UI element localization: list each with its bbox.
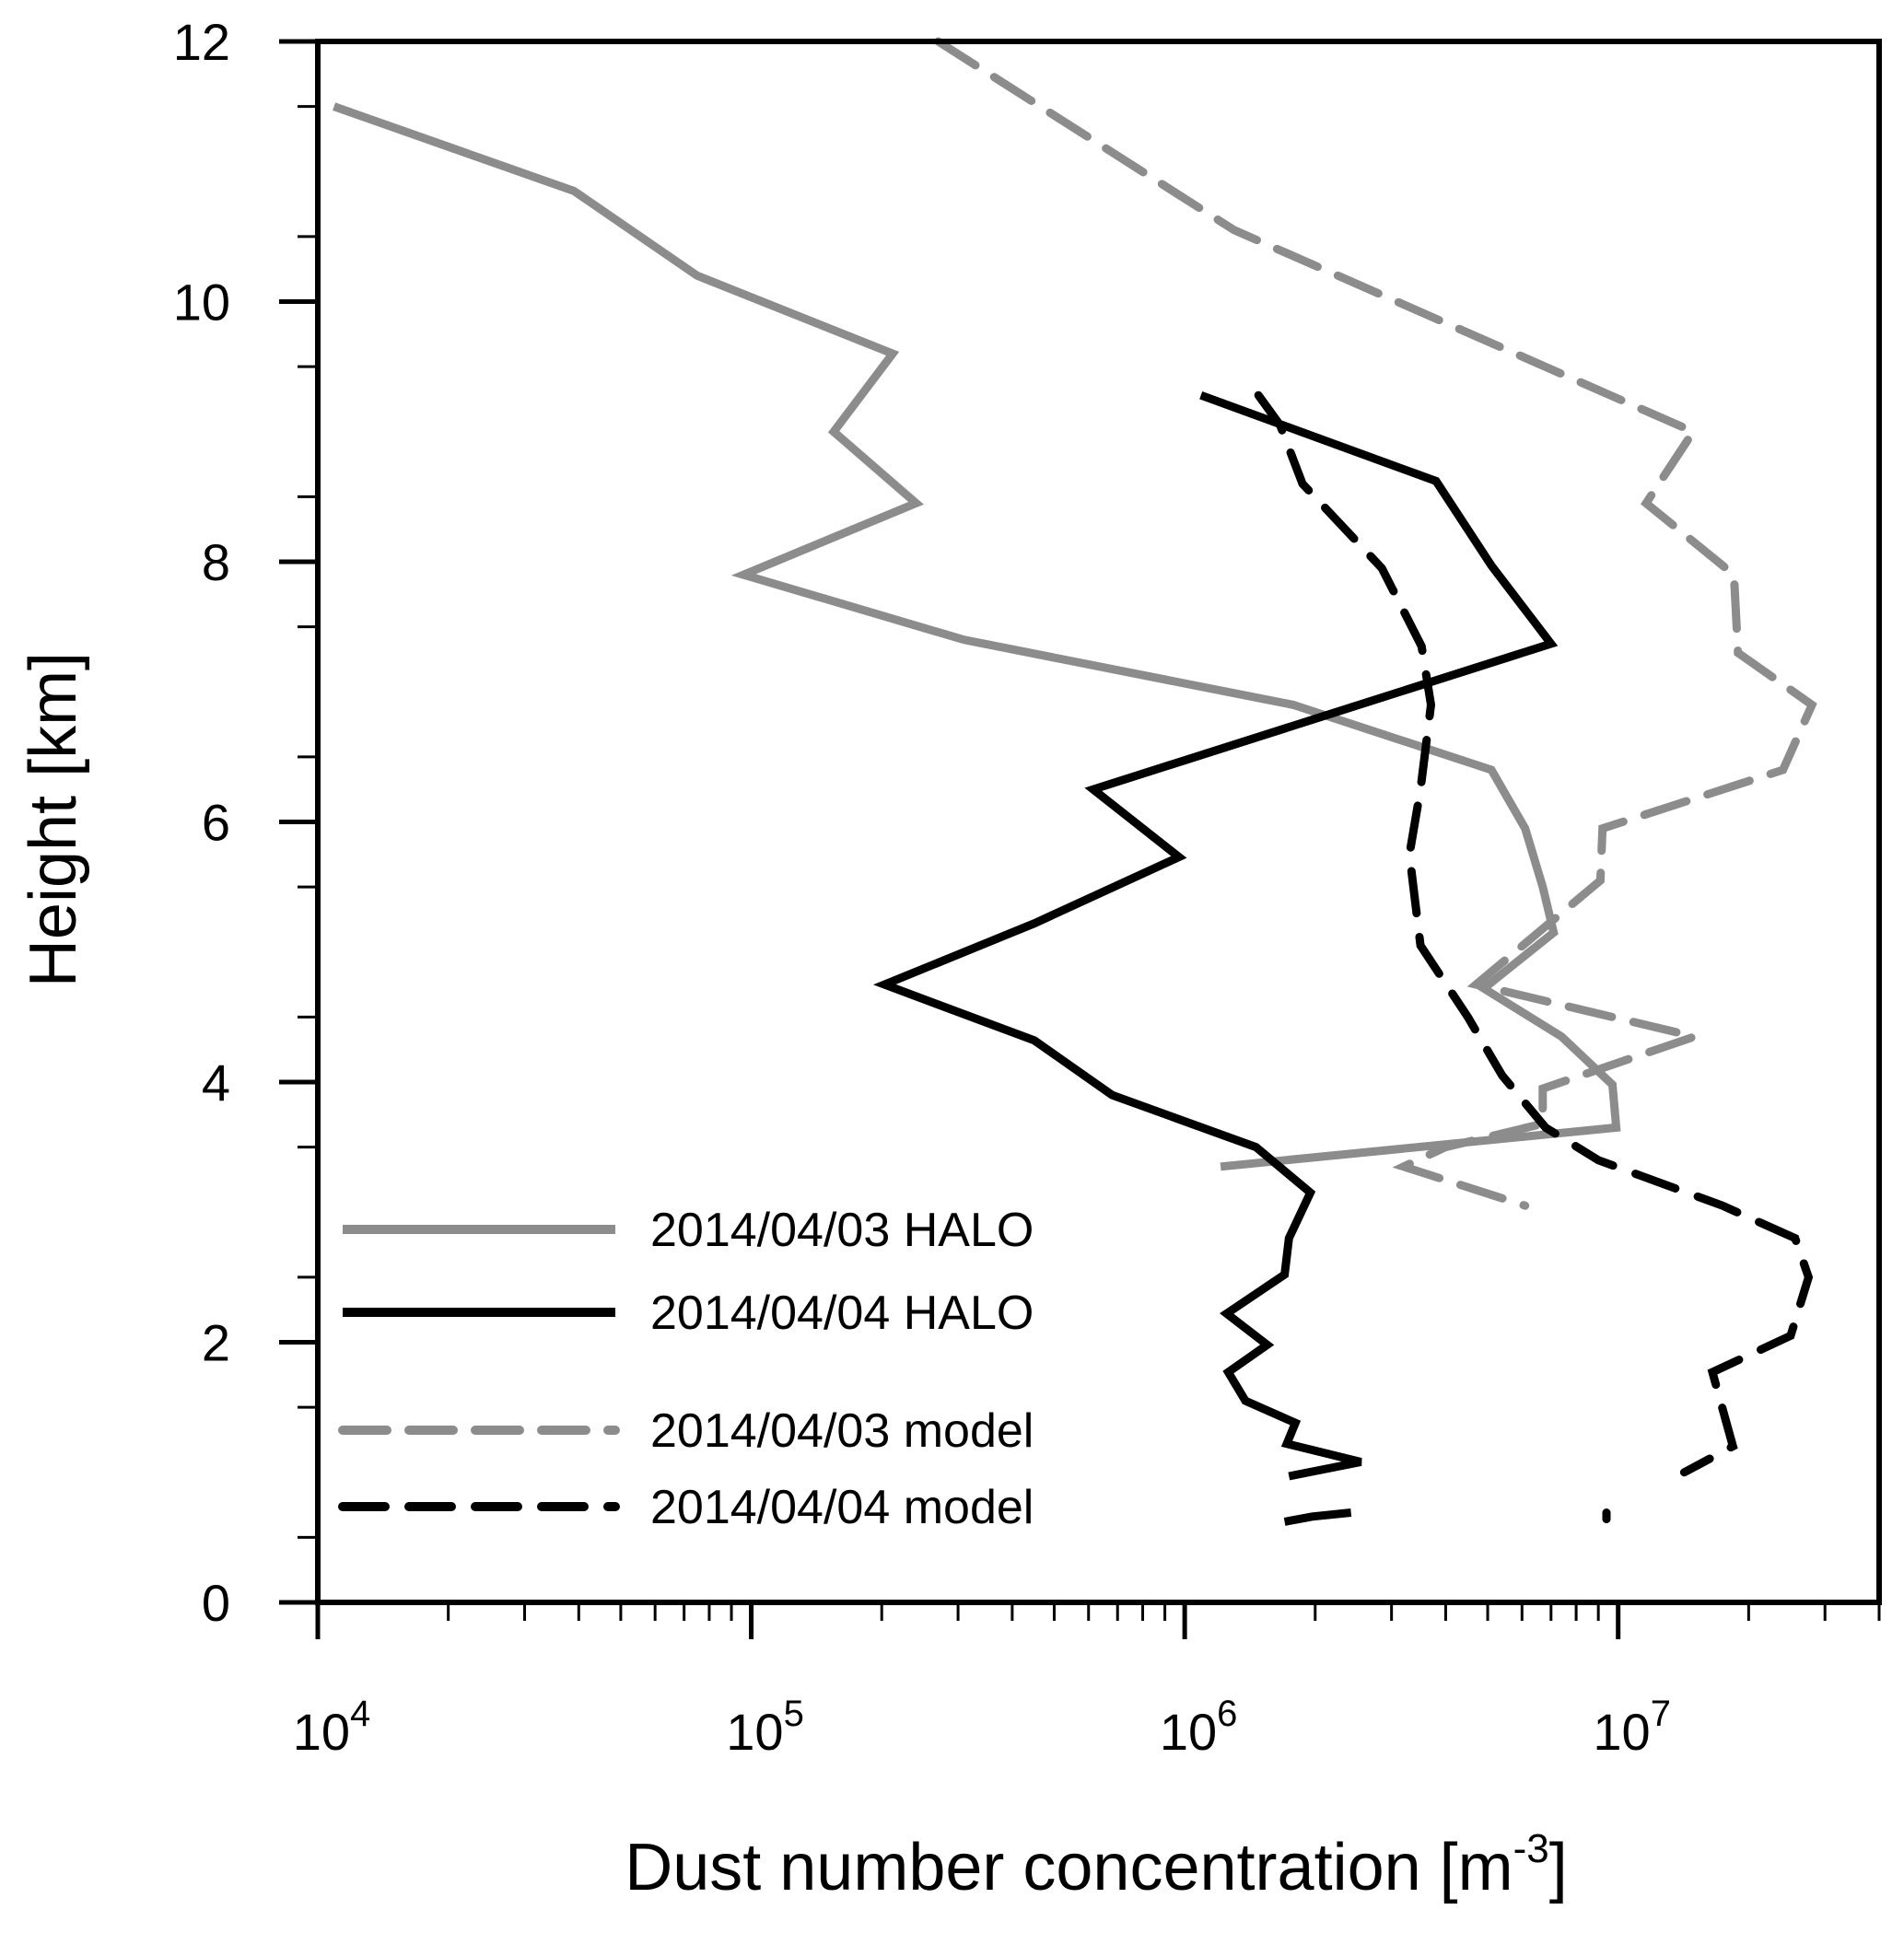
x-tick-label: 107 <box>1593 1694 1671 1761</box>
series-layer <box>333 37 1817 1526</box>
plot-frame <box>315 39 1882 1605</box>
y-tick-label: 0 <box>202 1574 230 1632</box>
y-tick-label: 2 <box>202 1314 230 1372</box>
legend-label-2014-04-04-model: 2014/04/04 model <box>650 1481 1034 1534</box>
x-axis-title-superscript: -3 <box>1513 1826 1549 1871</box>
tick-layer <box>279 39 1881 1639</box>
tick-label-layer: 0 2 4 6 8 10 12 104 105 106 107 <box>173 13 1671 1761</box>
series-2014-04-04-halo-segment-1 <box>872 390 1559 1481</box>
series-2014-04-03-halo-segment-1 <box>333 102 1621 1171</box>
x-tick-label: 104 <box>293 1694 371 1761</box>
legend-label-2014-04-04-halo: 2014/04/04 HALO <box>650 1287 1034 1340</box>
y-tick-label: 6 <box>202 794 230 852</box>
y-tick-label: 4 <box>202 1054 230 1112</box>
legend: 2014/04/03 HALO 2014/04/04 HALO 2014/04/03… <box>338 1204 1034 1534</box>
x-axis-title: Dust number concentration [m-3] <box>625 1826 1568 1904</box>
x-tick-label: 105 <box>726 1694 804 1761</box>
x-tick-label: 106 <box>1160 1694 1238 1761</box>
series-2014-04-04-model-segment-1 <box>1254 390 1814 1477</box>
series-2014-04-04-halo-segment-2 <box>1283 1508 1352 1526</box>
x-axis-title-main: Dust number concentration [m <box>625 1831 1513 1904</box>
y-axis-title: Height [km] <box>17 652 90 987</box>
y-tick-label: 12 <box>173 13 230 71</box>
series-2014-04-03-model-segment-1 <box>934 37 1817 1210</box>
legend-label-2014-04-03-model: 2014/04/03 model <box>650 1404 1034 1458</box>
legend-label-2014-04-03-halo: 2014/04/03 HALO <box>650 1204 1034 1257</box>
x-axis-title-suffix: ] <box>1549 1831 1568 1904</box>
y-tick-label: 10 <box>173 274 230 332</box>
y-tick-label: 8 <box>202 533 230 591</box>
